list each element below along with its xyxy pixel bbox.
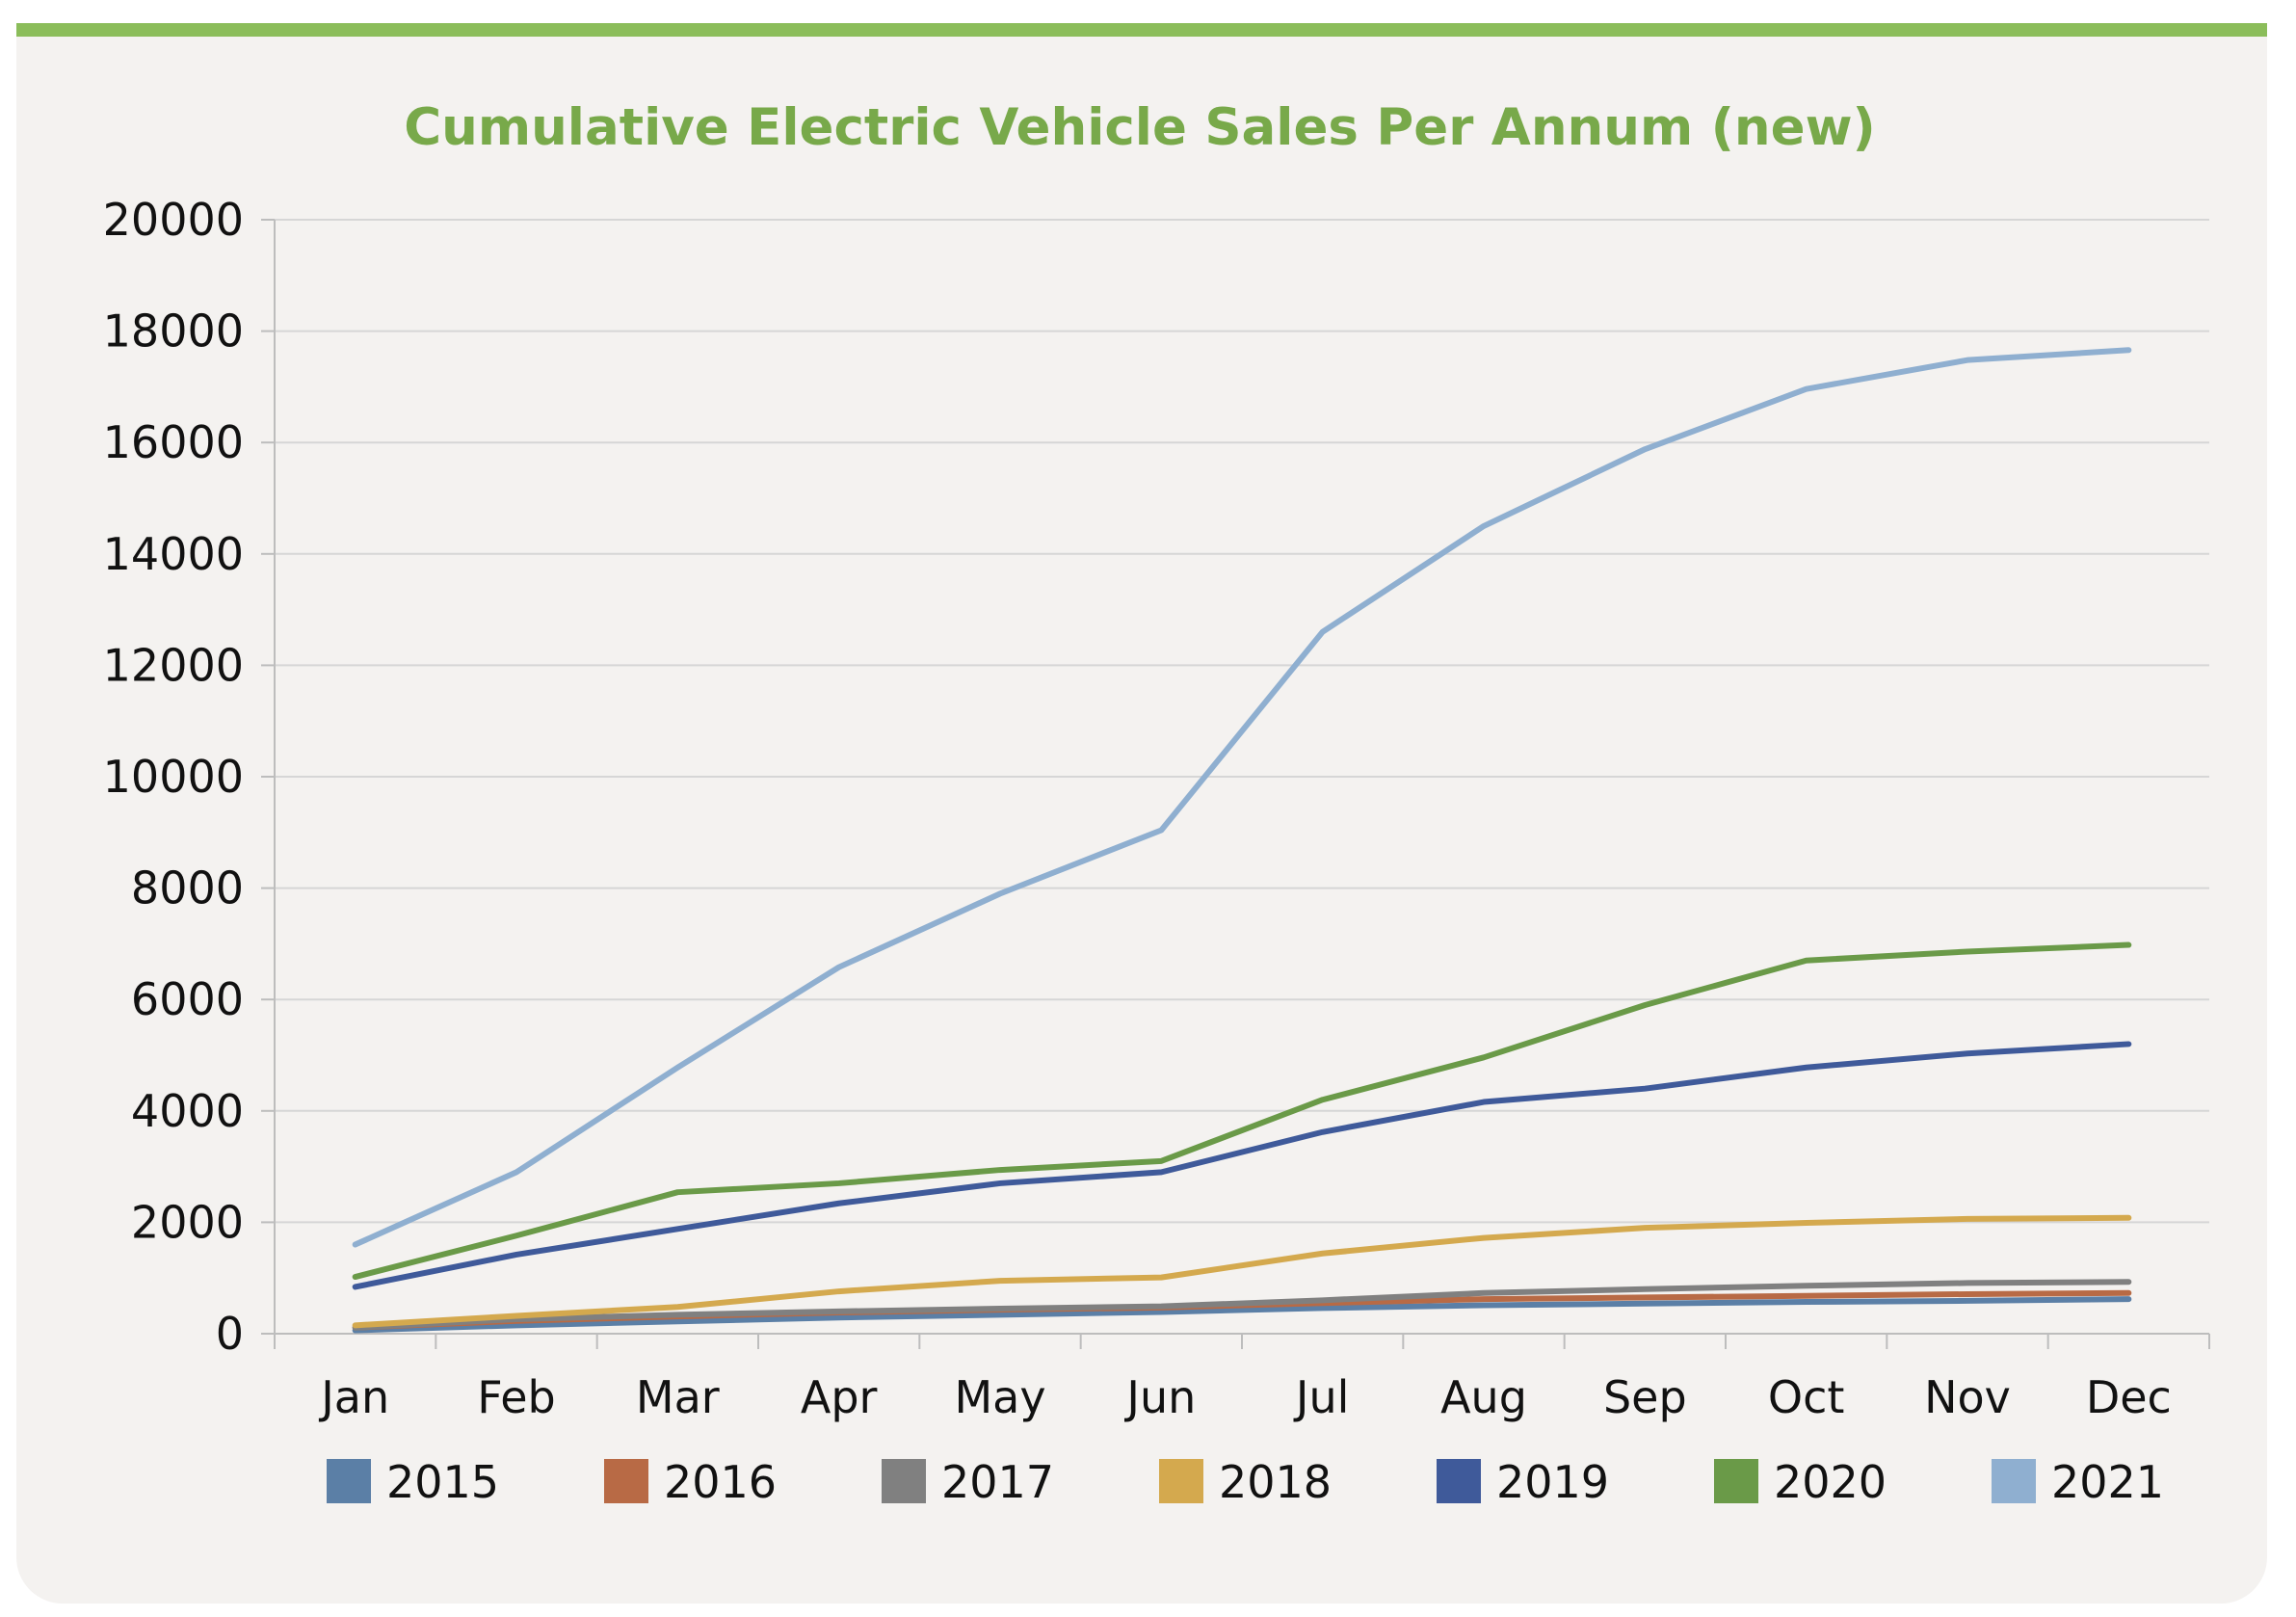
legend-label-2019: 2019 — [1496, 1456, 1609, 1508]
y-tick-label: 10000 — [103, 751, 244, 803]
legend-label-2015: 2015 — [386, 1456, 499, 1508]
line-chart: Cumulative Electric Vehicle Sales Per An… — [103, 98, 2210, 1508]
y-tick-label: 6000 — [131, 973, 244, 1025]
x-tick-label: Jan — [318, 1371, 389, 1423]
x-tick-label: Nov — [1924, 1371, 2011, 1423]
y-tick-label: 16000 — [103, 416, 244, 468]
y-tick-label: 14000 — [103, 528, 244, 580]
series-lines — [352, 347, 2132, 1334]
x-tick-label: May — [954, 1371, 1045, 1423]
legend-label-2020: 2020 — [1774, 1456, 1887, 1508]
legend-swatch-2021 — [1992, 1459, 2036, 1503]
chart-title: Cumulative Electric Vehicle Sales Per An… — [404, 98, 1876, 157]
y-tick-label: 0 — [216, 1308, 244, 1360]
chart-card: Cumulative Electric Vehicle Sales Per An… — [16, 23, 2267, 1604]
x-tick-label: Apr — [801, 1371, 878, 1423]
y-tick-label: 20000 — [103, 194, 244, 246]
gridlines — [275, 219, 2209, 1335]
x-tick-label: Mar — [636, 1371, 720, 1423]
x-tick-label: Jul — [1293, 1371, 1350, 1423]
axes — [261, 219, 2210, 1349]
legend-swatch-2017 — [882, 1459, 926, 1503]
x-tick-label: Sep — [1603, 1371, 1687, 1423]
legend-swatch-2018 — [1159, 1459, 1203, 1503]
y-tick-label: 8000 — [131, 862, 244, 915]
x-axis-ticks: Jan Feb Mar Apr May Jun Jul Aug Sep Oct Nov Dec — [318, 1371, 2172, 1423]
series-line-2015 — [352, 1296, 2132, 1334]
x-tick-label: Jun — [1123, 1371, 1196, 1423]
legend: 2015 2016 2017 2018 2019 2020 2021 — [327, 1456, 2164, 1508]
legend-label-2016: 2016 — [664, 1456, 777, 1508]
y-tick-label: 4000 — [131, 1085, 244, 1137]
x-tick-label: Feb — [477, 1371, 555, 1423]
legend-swatch-2015 — [327, 1459, 371, 1503]
x-tick-label: Oct — [1768, 1371, 1845, 1423]
x-tick-label: Dec — [2086, 1371, 2172, 1423]
legend-label-2018: 2018 — [1219, 1456, 1332, 1508]
y-tick-label: 12000 — [103, 639, 244, 691]
legend-swatch-2019 — [1437, 1459, 1481, 1503]
legend-swatch-2016 — [604, 1459, 648, 1503]
series-line-2019 — [352, 1041, 2132, 1290]
y-tick-label: 18000 — [103, 305, 244, 358]
x-tick-label: Aug — [1440, 1371, 1527, 1423]
series-line-2018 — [352, 1214, 2132, 1329]
y-axis-ticks: 0 2000 4000 6000 8000 10000 12000 14000 16000 180… — [103, 194, 244, 1360]
series-line-2021 — [352, 347, 2132, 1248]
legend-label-2017: 2017 — [941, 1456, 1054, 1508]
legend-label-2021: 2021 — [2051, 1456, 2164, 1508]
y-tick-label: 2000 — [131, 1196, 244, 1248]
series-line-2017 — [352, 1279, 2132, 1331]
legend-swatch-2020 — [1714, 1459, 1758, 1503]
series-line-2020 — [352, 941, 2132, 1281]
